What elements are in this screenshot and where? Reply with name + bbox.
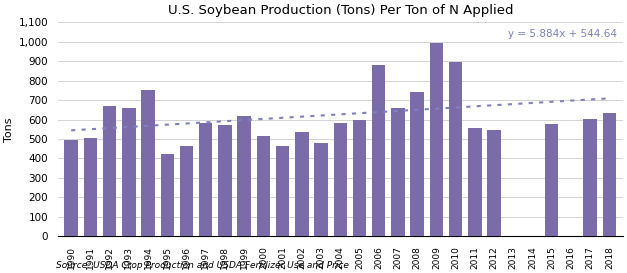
Bar [603, 113, 616, 236]
Title: U.S. Soybean Production (Tons) Per Ton of N Applied: U.S. Soybean Production (Tons) Per Ton o… [167, 4, 513, 17]
Bar [391, 108, 404, 236]
Bar [295, 132, 308, 236]
Bar [545, 124, 559, 236]
Bar [141, 90, 155, 236]
Text: Source: USDA Crop Production and USDA Fertilizer Use and Price: Source: USDA Crop Production and USDA Fe… [56, 261, 349, 270]
Bar [65, 140, 78, 236]
Bar [449, 62, 462, 236]
Bar [180, 146, 193, 236]
Y-axis label: Tons: Tons [4, 117, 14, 142]
Bar [83, 138, 97, 236]
Bar [334, 123, 347, 236]
Bar [353, 120, 366, 236]
Bar [584, 119, 597, 236]
Bar [218, 125, 231, 236]
Bar [238, 116, 251, 236]
Bar [256, 136, 270, 236]
Bar [276, 146, 289, 236]
Bar [161, 154, 174, 236]
Bar [314, 143, 328, 236]
Bar [429, 43, 443, 236]
Bar [103, 106, 117, 236]
Bar [468, 128, 482, 236]
Text: y = 5.884x + 544.64: y = 5.884x + 544.64 [508, 29, 617, 39]
Bar [487, 130, 501, 236]
Bar [199, 123, 213, 236]
Bar [372, 65, 386, 236]
Bar [122, 108, 135, 236]
Bar [411, 92, 424, 236]
